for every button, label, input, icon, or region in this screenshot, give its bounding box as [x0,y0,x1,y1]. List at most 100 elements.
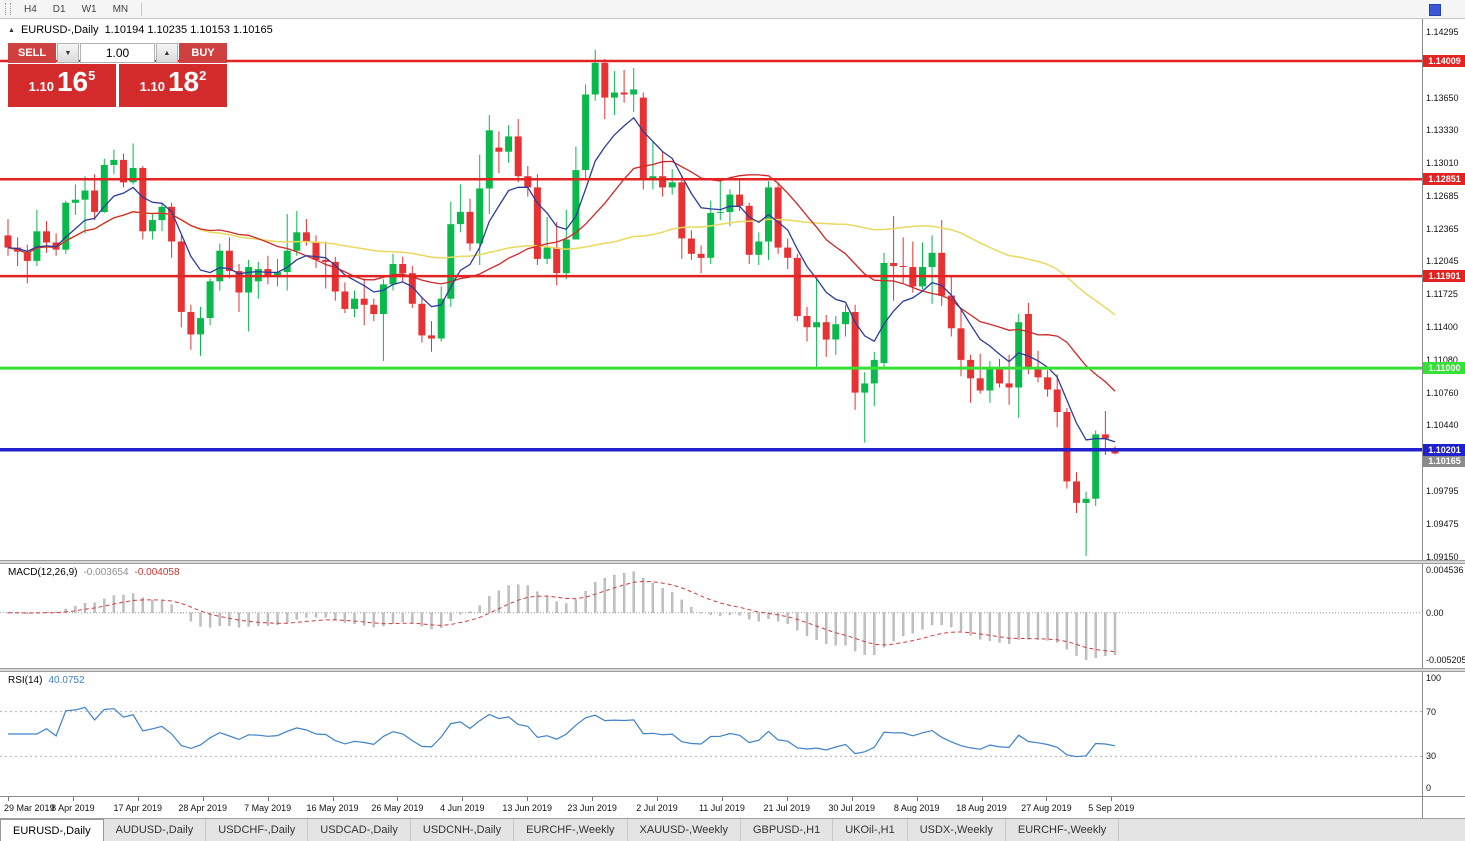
macd-canvas[interactable] [0,564,1422,668]
buy-button[interactable]: BUY [179,43,227,63]
y-axis-label: 1.13650 [1426,92,1459,103]
level-price-tag: 1.11000 [1423,362,1465,375]
rsi-value: 40.0752 [48,675,85,686]
timeframe-button-mn[interactable]: MN [112,3,129,15]
macd-main-value: -0.003654 [83,567,129,578]
tab-usdcad-daily[interactable]: USDCAD-,Daily [308,819,411,841]
date-tick [137,797,139,801]
sell-price-display[interactable]: 1.10 16 5 [8,64,116,107]
chart-symbol-label: EURUSD-,Daily [20,24,99,36]
date-tick [721,797,723,801]
y-axis-label: 1.11400 [1426,322,1458,333]
macd-label: MACD(12,26,9) -0.003654 -0.004058 [8,567,180,578]
tab-usdchf-daily[interactable]: USDCHF-,Daily [206,819,309,841]
macd-axis-label: 0.00 [1426,607,1444,618]
collapse-triangle-icon[interactable]: ▲ [8,26,15,34]
date-label: 18 Aug 2019 [956,803,1007,813]
date-axis: 29 Mar 2019 8 Apr 2019 17 Apr 2019 28 Apr 2… [0,796,1422,818]
y-axis-label: 1.12365 [1426,223,1459,234]
tab-usdx-weekly[interactable]: USDX-,Weekly [908,819,1006,841]
date-label: 27 Aug 2019 [1021,803,1072,813]
y-axis-label: 1.12685 [1426,191,1459,202]
sell-price-prefix: 1.10 [28,79,54,94]
sell-price-pipette: 5 [88,68,96,83]
candles [4,49,1119,556]
y-axis-label: 1.09795 [1426,486,1459,497]
tab-ukoil-h1[interactable]: UKOil-,H1 [833,819,908,841]
date-label: 4 Jun 2019 [440,803,485,813]
price-chart-panel: ▲ EURUSD-,Daily 1.10194 1.10235 1.10153 … [0,19,1422,560]
chart-ohlc-header: ▲ EURUSD-,Daily 1.10194 1.10235 1.10153 … [8,24,273,36]
date-label: 28 Apr 2019 [178,803,227,813]
rsi-axis-label: 0 [1426,783,1432,793]
volume-increase-button[interactable]: ▲ [156,43,178,63]
macd-axis: 0.004536 0.00 -0.005205 [1422,564,1465,668]
tab-eurchf-weekly[interactable]: EURCHF-,Weekly [1006,819,1120,841]
buy-price-big-digits: 18 [167,66,200,97]
macd-axis-label: 0.004536 [1426,565,1464,575]
rsi-label: RSI(14) 40.0752 [8,675,85,686]
rsi-name: RSI(14) [8,675,43,686]
tab-eurchf-weekly[interactable]: EURCHF-,Weekly [514,819,628,841]
rsi-canvas[interactable] [0,672,1422,796]
tab-gbpusd-h1[interactable]: GBPUSD-,H1 [741,819,834,841]
date-label: 5 Sep 2019 [1088,803,1135,813]
date-tick [267,797,269,801]
blue-square-icon[interactable] [1429,4,1441,16]
panel-splitter[interactable] [0,560,1465,564]
rsi-panel: RSI(14) 40.0752 [0,672,1422,796]
ma-sma20-line [7,160,1116,392]
date-tick [462,797,464,801]
date-label: 13 Jun 2019 [502,803,552,813]
tab-usdcnh-daily[interactable]: USDCNH-,Daily [411,819,515,841]
date-label: 11 Jul 2019 [698,803,745,813]
date-label: 7 May 2019 [244,803,292,813]
toolbar-grip[interactable] [5,3,11,15]
macd-histogram [6,571,1117,660]
date-tick [72,797,74,801]
timeframe-toolbar: H4 D1 W1 MN [0,0,1465,19]
date-label: 23 Jun 2019 [567,803,617,813]
y-axis-label: 1.13330 [1426,125,1459,136]
rsi-axis-label: 100 [1426,673,1442,683]
chevron-up-icon: ▲ [163,49,171,57]
panel-splitter[interactable] [0,668,1465,672]
tab-audusd-daily[interactable]: AUDUSD-,Daily [104,819,207,841]
bid-price-tag: 1.10165 [1423,455,1465,468]
date-tick [1111,797,1113,801]
macd-name: MACD(12,26,9) [8,567,78,578]
date-tick [981,797,983,801]
macd-axis-label: -0.005205 [1426,655,1465,665]
volume-input[interactable] [80,43,155,63]
date-label: 30 Jul 2019 [828,803,875,813]
y-axis-label: 1.09150 [1426,551,1459,562]
price-axis: 1.14295 1.13650 1.13330 1.13010 1.12685 1.123… [1422,19,1465,562]
date-tick [8,797,9,801]
y-axis-label: 1.12045 [1426,256,1459,267]
macd-signal-line [7,580,1116,653]
y-axis-label: 1.13010 [1426,157,1459,168]
y-axis-label: 1.11080 [1426,354,1458,365]
timeframe-button-d1[interactable]: D1 [52,3,66,15]
tab-eurusd-daily[interactable]: EURUSD-,Daily [0,819,104,841]
buy-price-prefix: 1.10 [139,79,165,94]
timeframe-button-w1[interactable]: W1 [81,3,97,15]
y-axis-label: 1.09475 [1426,518,1459,529]
date-tick [1046,797,1048,801]
tab-xauusd-weekly[interactable]: XAUUSD-,Weekly [628,819,741,841]
macd-panel: MACD(12,26,9) -0.003654 -0.004058 [0,564,1422,668]
level-price-tag: 1.14009 [1423,54,1465,67]
main-chart-canvas[interactable] [0,19,1422,560]
rsi-line [8,706,1116,758]
buy-price-display[interactable]: 1.10 18 2 [119,64,227,107]
timeframe-button-h4[interactable]: H4 [24,3,37,15]
sell-button[interactable]: SELL [8,43,56,63]
toolbar-separator [141,2,143,16]
rsi-axis: 100 70 30 0 [1422,672,1465,796]
date-label: 29 Mar 2019 [4,803,55,813]
date-label: 26 May 2019 [371,803,424,813]
date-label: 21 Jul 2019 [763,803,811,813]
date-tick [786,797,788,801]
date-tick [657,797,658,801]
volume-decrease-button[interactable]: ▼ [57,43,79,63]
